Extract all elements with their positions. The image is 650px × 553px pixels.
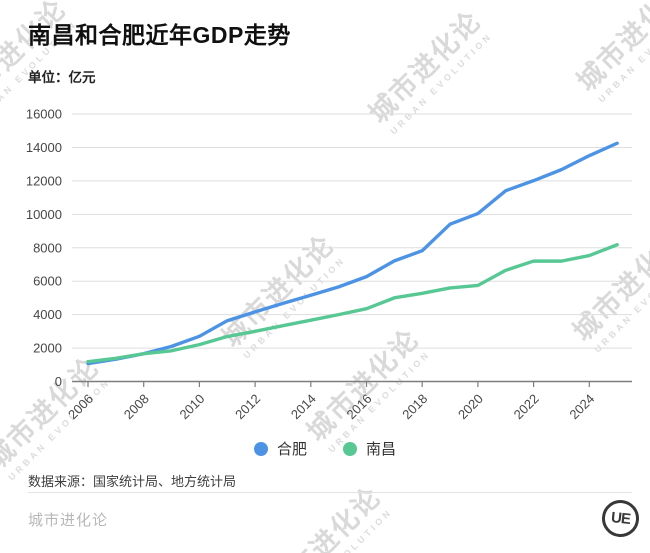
brand-name: 城市进化论: [28, 512, 109, 529]
y-tick-label: 14000: [26, 140, 62, 155]
y-tick-label: 2000: [33, 341, 62, 356]
unit-label: 单位：亿元: [28, 70, 96, 85]
x-tick-label: 2006: [65, 391, 96, 422]
y-tick-label: 0: [55, 374, 62, 389]
x-tick-label: 2022: [511, 391, 542, 422]
legend-label-hefei: 合肥: [276, 441, 307, 458]
legend-dot-hefei: [253, 441, 268, 456]
x-tick-label: 2012: [232, 391, 263, 422]
legend-item-hefei: 合肥: [253, 438, 307, 459]
x-tick-label: 2018: [399, 391, 430, 422]
x-tick-label: 2014: [288, 391, 319, 422]
legend-item-nanchang: 南昌: [343, 438, 396, 459]
y-tick-label: 8000: [33, 240, 62, 255]
x-tick-label: 2016: [344, 391, 375, 422]
gdp-line-chart: 0 2000 4000 6000 8000 10000 12000 14000 16000 200…: [26, 107, 632, 422]
series-line-nanchang: [86, 243, 619, 364]
y-tick-label: 4000: [33, 307, 62, 322]
y-tick-label: 16000: [26, 107, 62, 122]
chart-legend: 合肥 南昌: [0, 438, 650, 459]
page-title: 南昌和合肥近年GDP走势: [28, 22, 291, 48]
y-tick-label: 12000: [26, 173, 62, 188]
x-tick-label: 2024: [566, 391, 597, 422]
y-tick-label: 6000: [33, 274, 62, 289]
ue-logo: UE: [600, 498, 641, 539]
x-tick-label: 2008: [121, 391, 152, 422]
y-tick-label: 10000: [26, 207, 62, 222]
series-line-hefei: [86, 141, 619, 366]
ue-logo-text: UE: [610, 509, 631, 528]
legend-dot-nanchang: [343, 441, 357, 456]
x-tick-label: 2010: [176, 391, 207, 422]
x-tick-label: 2020: [455, 391, 486, 422]
legend-label-nanchang: 南昌: [366, 441, 397, 458]
footer-divider: [28, 492, 632, 493]
data-source-note: 数据来源：国家统计局、地方统计局: [28, 474, 237, 489]
